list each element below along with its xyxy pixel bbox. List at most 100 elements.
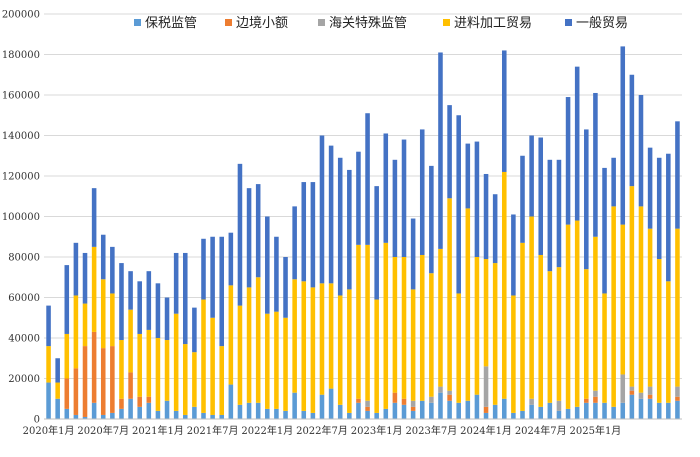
bar-segment-series-3 bbox=[128, 309, 133, 373]
bar-segment-series-3 bbox=[100, 279, 106, 349]
bar-segment-series-0 bbox=[55, 398, 60, 419]
y-axis-ticks: 0 20000 40000 60000 80000 100000 120000 140000 1… bbox=[2, 10, 40, 426]
y-tick-label: 20000 bbox=[8, 374, 40, 385]
bar-segment-series-0 bbox=[128, 398, 133, 419]
bar-segment-series-0 bbox=[584, 402, 589, 419]
bar-segment-series-3 bbox=[110, 293, 115, 347]
legend-label: 保税监管 bbox=[145, 16, 197, 31]
bar-segment-series-3 bbox=[274, 311, 279, 409]
bar-segment-series-4 bbox=[383, 133, 389, 243]
bar-segment-series-3 bbox=[155, 338, 161, 411]
bar-segment-series-4 bbox=[602, 167, 607, 294]
bar-segment-series-3 bbox=[255, 277, 261, 403]
bar-segment-series-3 bbox=[228, 285, 234, 385]
bar-segment-series-0 bbox=[675, 400, 680, 419]
bar-segment-series-4 bbox=[520, 155, 525, 243]
bar-segment-series-4 bbox=[100, 234, 106, 280]
bar-segment-series-0 bbox=[419, 400, 425, 419]
bar-segment-series-4 bbox=[210, 236, 215, 318]
bar-segment-series-0 bbox=[164, 400, 170, 419]
bar-segment-series-4 bbox=[456, 115, 461, 294]
bar-segment-series-3 bbox=[374, 299, 379, 413]
x-tick-label: 2023年1月 bbox=[351, 424, 403, 437]
bar-segment-series-0 bbox=[410, 410, 416, 419]
bar-segment-series-0 bbox=[137, 406, 142, 419]
bar-segment-series-4 bbox=[574, 66, 580, 221]
bar-segment-series-0 bbox=[73, 414, 79, 419]
y-tick-label: 180000 bbox=[2, 50, 40, 61]
bar-segment-series-4 bbox=[128, 271, 133, 310]
bar-segment-series-4 bbox=[620, 46, 626, 225]
legend-swatch bbox=[565, 19, 572, 26]
bar-segment-series-1 bbox=[128, 372, 133, 399]
bar-segment-series-1 bbox=[146, 396, 152, 403]
bar-segment-series-1 bbox=[584, 398, 589, 403]
bar-segment-series-0 bbox=[237, 404, 243, 419]
bar-segment-series-3 bbox=[438, 248, 443, 387]
bar-segment-series-4 bbox=[675, 121, 680, 229]
bar-segment-series-4 bbox=[529, 135, 534, 217]
bar-segment-series-0 bbox=[383, 408, 389, 419]
bar-segment-series-0 bbox=[456, 402, 461, 419]
bar-segment-series-4 bbox=[511, 214, 516, 296]
bar-segment-series-4 bbox=[46, 305, 51, 347]
x-tick-label: 2024年7月 bbox=[515, 424, 567, 437]
bar-segment-series-4 bbox=[301, 182, 307, 282]
bar-segment-series-4 bbox=[82, 252, 88, 304]
bar-segment-series-3 bbox=[46, 346, 51, 383]
bar-segment-series-2 bbox=[647, 386, 653, 395]
y-tick-label: 0 bbox=[34, 415, 40, 426]
bar-segment-series-3 bbox=[356, 244, 361, 399]
bar-segment-series-0 bbox=[501, 398, 507, 419]
bar-segment-series-0 bbox=[556, 410, 562, 419]
x-tick-label: 2025年1月 bbox=[570, 424, 622, 437]
bar-segment-series-4 bbox=[565, 97, 571, 225]
bar-segment-series-3 bbox=[119, 340, 124, 399]
bar-segment-series-3 bbox=[620, 224, 626, 375]
bar-segment-series-0 bbox=[492, 404, 498, 419]
bar-segment-series-0 bbox=[82, 416, 88, 419]
bar-segment-series-0 bbox=[574, 406, 580, 419]
bar-segment-series-4 bbox=[265, 216, 270, 314]
bar-segment-series-3 bbox=[483, 259, 489, 367]
bar-segment-series-3 bbox=[146, 329, 152, 397]
bar-segment-series-1 bbox=[483, 406, 489, 413]
bar-segment-series-3 bbox=[675, 228, 680, 387]
bar-segment-series-1 bbox=[137, 396, 142, 407]
x-tick-label: 2020年1月 bbox=[23, 424, 75, 437]
bar-segment-series-4 bbox=[319, 135, 325, 284]
bar-segment-series-4 bbox=[374, 186, 379, 300]
bar-segment-series-4 bbox=[584, 129, 589, 270]
bar-segment-series-3 bbox=[237, 305, 243, 405]
bar-segment-series-3 bbox=[210, 317, 215, 415]
bar-segment-series-0 bbox=[64, 408, 70, 419]
bar-segment-series-2 bbox=[638, 392, 644, 399]
bar-segment-series-0 bbox=[666, 402, 671, 419]
bar-segment-series-2 bbox=[447, 390, 452, 395]
bar-segment-series-4 bbox=[274, 236, 279, 312]
bar-segment-series-0 bbox=[155, 410, 161, 419]
bar-segment-series-0 bbox=[374, 412, 379, 419]
bar-segment-series-4 bbox=[255, 184, 261, 278]
bar-segment-series-0 bbox=[146, 402, 152, 419]
bar-segment-series-3 bbox=[292, 279, 297, 393]
bar-segment-series-0 bbox=[319, 394, 325, 419]
y-tick-label: 160000 bbox=[2, 91, 40, 102]
y-tick-label: 140000 bbox=[2, 131, 40, 142]
bar-segment-series-2 bbox=[410, 400, 416, 407]
bar-segment-series-4 bbox=[429, 165, 434, 274]
bar-segment-series-3 bbox=[547, 271, 553, 403]
bar-segment-series-0 bbox=[182, 414, 188, 419]
bar-segment-series-4 bbox=[656, 157, 662, 260]
bar-segment-series-0 bbox=[647, 398, 653, 419]
bar-segment-series-0 bbox=[347, 412, 352, 419]
legend-swatch bbox=[443, 19, 450, 26]
bar-segment-series-0 bbox=[192, 406, 197, 419]
bar-segment-series-0 bbox=[465, 400, 471, 419]
legend-label: 海关特殊监管 bbox=[329, 16, 407, 31]
bar-segment-series-4 bbox=[337, 157, 343, 296]
bar-segment-series-4 bbox=[237, 163, 243, 306]
legend-label: 进料加工贸易 bbox=[454, 16, 532, 31]
